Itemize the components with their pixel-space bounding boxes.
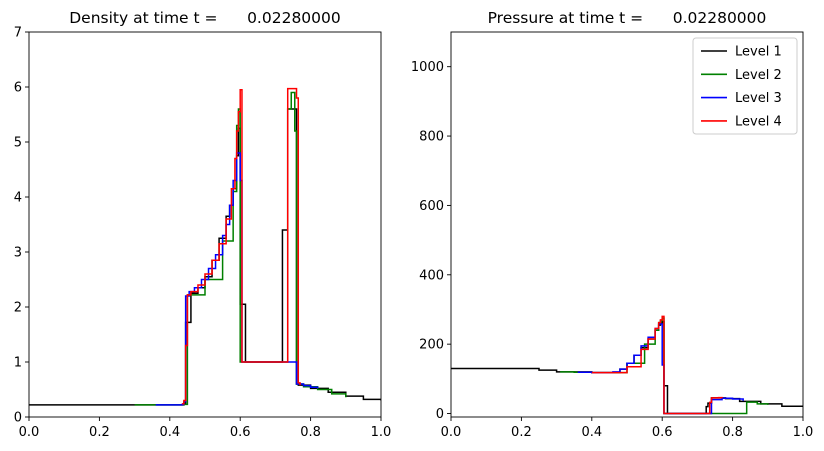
- pressure-y-tick-label: 600: [419, 199, 444, 214]
- pressure-series-group: [451, 315, 803, 415]
- density-series-level-1: [29, 108, 381, 406]
- density-y-tick-label: 2: [14, 301, 22, 316]
- density-y-tick-label: 6: [14, 81, 22, 96]
- density-y-tick-label: 5: [14, 136, 22, 151]
- pressure-x-tick-label: 0.4: [581, 425, 602, 440]
- density-x-tick-label: 0.4: [159, 425, 180, 440]
- pressure-x-tick-label: 0.6: [652, 425, 673, 440]
- density-x-tick-label: 0.6: [230, 425, 251, 440]
- density-series-level-4: [182, 87, 301, 405]
- pressure-y-tick-label: 800: [419, 130, 444, 145]
- pressure-y-tick-label: 0: [436, 407, 444, 422]
- density-chart-title: Density at time t = 0.02280000: [69, 9, 341, 27]
- pressure-x-tick-label: 0.0: [441, 425, 462, 440]
- pressure-axes-frame: [450, 31, 804, 418]
- pressure-x-tick-label: 1.0: [793, 425, 814, 440]
- pressure-y-tick-label: 200: [419, 338, 444, 353]
- density-y-tick-label: 0: [14, 411, 22, 426]
- density-x-tick-label: 0.2: [89, 425, 110, 440]
- pressure-series-level-3: [577, 323, 744, 415]
- pressure-chart-title: Pressure at time t = 0.02280000: [488, 9, 767, 27]
- pressure-legend-label-level-4: Level 4: [735, 114, 782, 129]
- pressure-series-level-4: [591, 315, 723, 415]
- density-y-tick-label: 7: [14, 26, 22, 41]
- pressure-chart: 0.0 0.2 0.4 0.6 0.8 1.0 0 200 400 600 800 1000 Press…: [411, 9, 813, 440]
- pressure-x-tick-label: 0.2: [511, 425, 532, 440]
- density-y-tick-label: 4: [14, 191, 22, 206]
- density-chart: 0.0 0.2 0.4 0.6 0.8 1.0 0 1 2 3 4 5 6 7 Density at tim…: [14, 9, 392, 440]
- density-x-tick-label: 0.0: [19, 425, 40, 440]
- density-series-level-2: [134, 91, 347, 406]
- pressure-legend-label-level-1: Level 1: [735, 45, 782, 60]
- density-series-group: [29, 87, 381, 406]
- density-axes-frame: [28, 31, 382, 418]
- density-x-tick-label: 1.0: [371, 425, 392, 440]
- pressure-y-tick-label: 400: [419, 268, 444, 283]
- pressure-legend-label-level-2: Level 2: [735, 68, 782, 83]
- pressure-legend-box: [692, 37, 798, 135]
- pressure-legend: Level 1 Level 2 Level 3 Level 4: [692, 37, 798, 135]
- pressure-x-tick-label: 0.8: [722, 425, 743, 440]
- density-x-tick-label: 0.8: [300, 425, 321, 440]
- density-y-tick-label: 1: [14, 356, 22, 371]
- density-y-tick-label: 3: [14, 246, 22, 261]
- pressure-legend-label-level-3: Level 3: [735, 91, 782, 106]
- pressure-y-tick-label: 1000: [411, 60, 444, 75]
